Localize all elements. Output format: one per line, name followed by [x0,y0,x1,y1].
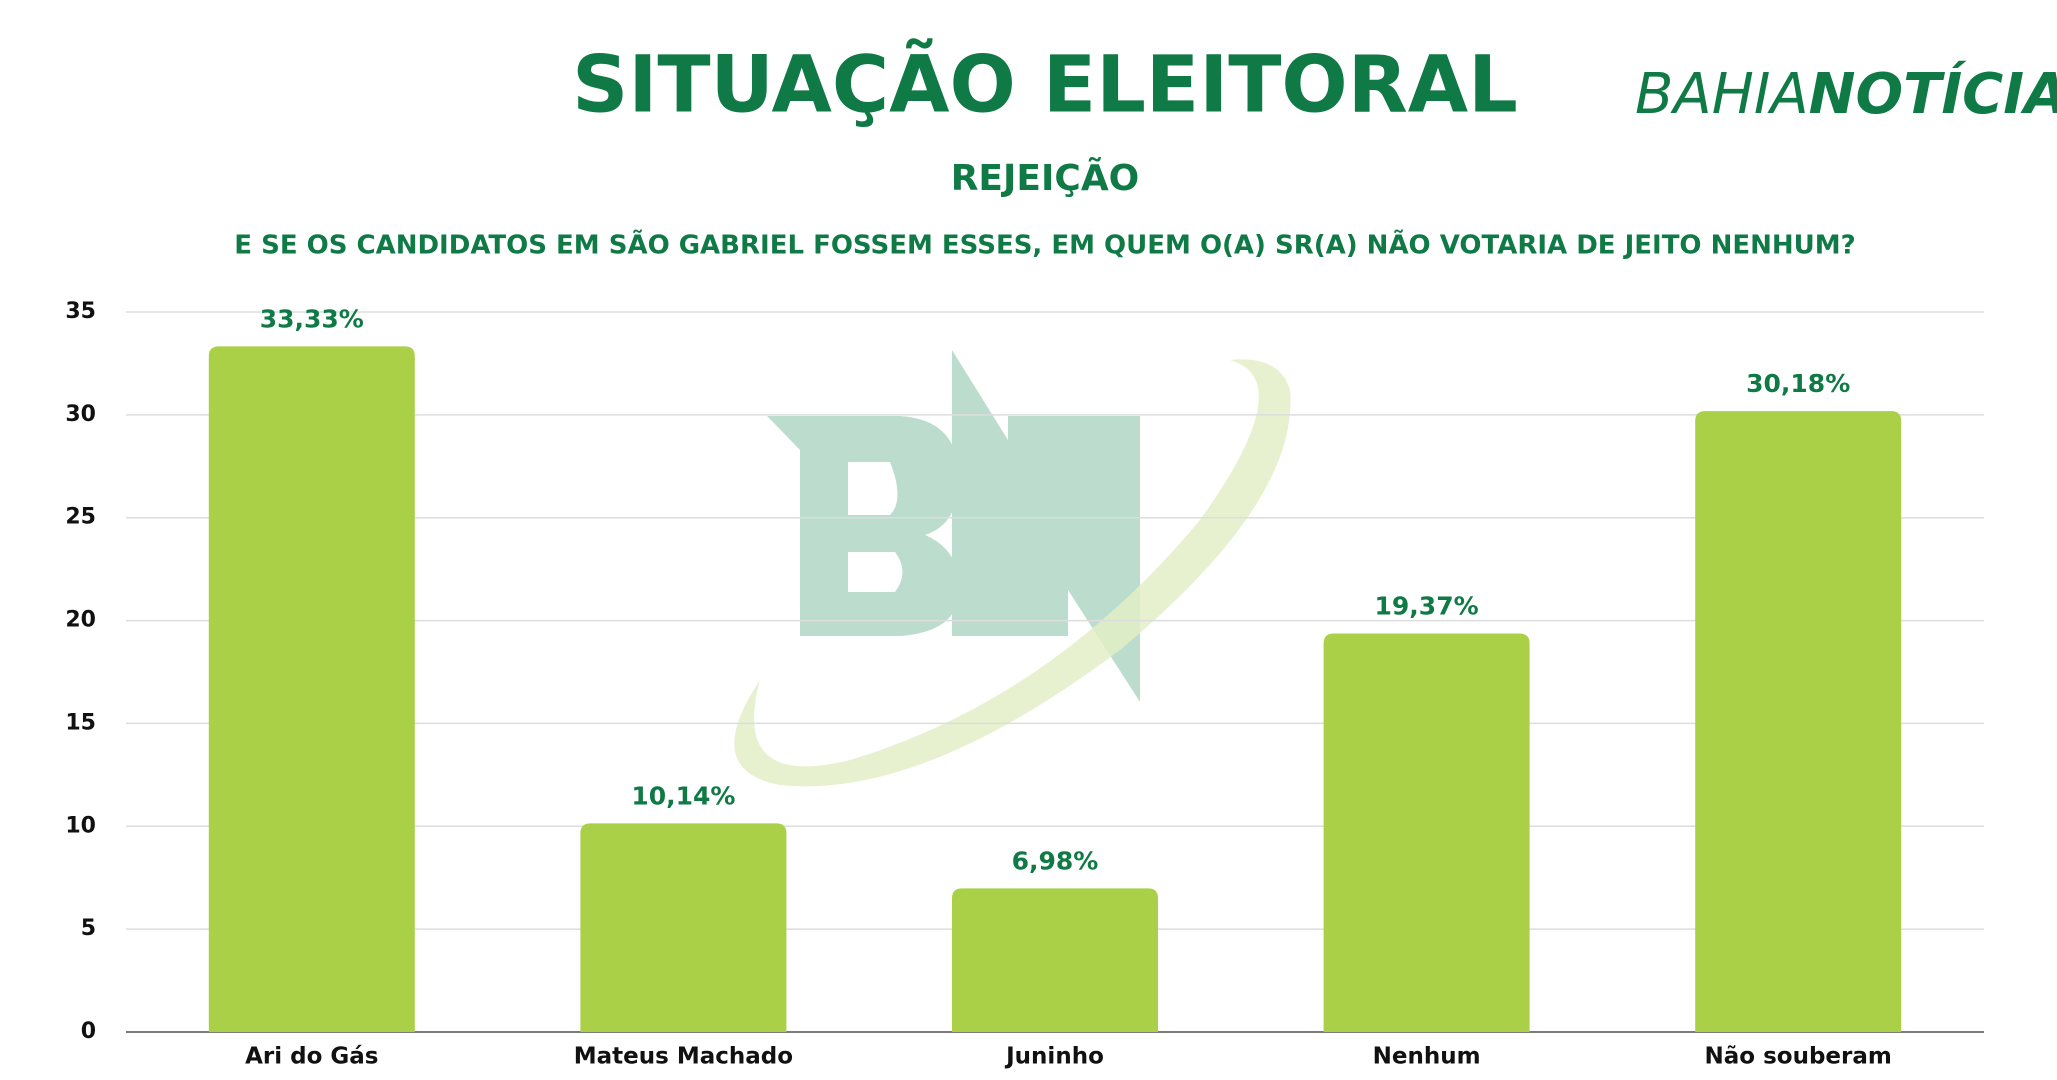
bar [1323,633,1530,1032]
chart-title: SITUAÇÃO ELEITORAL [572,38,1518,130]
value-label: 10,14% [631,781,735,810]
watermark [734,350,1291,787]
chart-question: E SE OS CANDIDATOS EM SÃO GABRIEL FOSSEM… [234,229,1855,261]
y-tick-label: 10 [65,813,96,838]
value-label: 19,37% [1375,592,1479,621]
x-tick-label: Juninho [1004,1044,1104,1070]
watermark-swoosh [734,359,1291,787]
value-label: 6,98% [1012,846,1099,875]
x-tick-label: Não souberam [1705,1044,1892,1070]
y-tick-label: 25 [65,505,96,530]
bar [208,346,415,1033]
x-tick-label: Mateus Machado [574,1044,793,1070]
bar [580,823,787,1032]
value-label: 33,33% [260,304,364,333]
y-tick-label: 0 [81,1019,96,1044]
x-tick-label: Nenhum [1373,1044,1481,1070]
y-tick-label: 30 [65,402,96,427]
bar [952,888,1158,1032]
y-tick-label: 5 [81,916,96,941]
brand-logo: BAHIANOTÍCIAS [1635,61,2057,127]
y-tick-label: 35 [65,299,96,324]
x-tick-label: Ari do Gás [245,1044,378,1070]
chart-subtitle: REJEIÇÃO [951,157,1140,199]
watermark-n [952,350,1140,702]
value-label: 30,18% [1746,369,1850,398]
bar [1695,411,1902,1032]
watermark-b [767,416,960,636]
y-tick-label: 15 [65,710,96,735]
brand-light: BAHIA [1635,62,1809,127]
brand-bold: NOTÍCIAS [1809,61,2057,127]
y-tick-label: 20 [65,608,96,633]
